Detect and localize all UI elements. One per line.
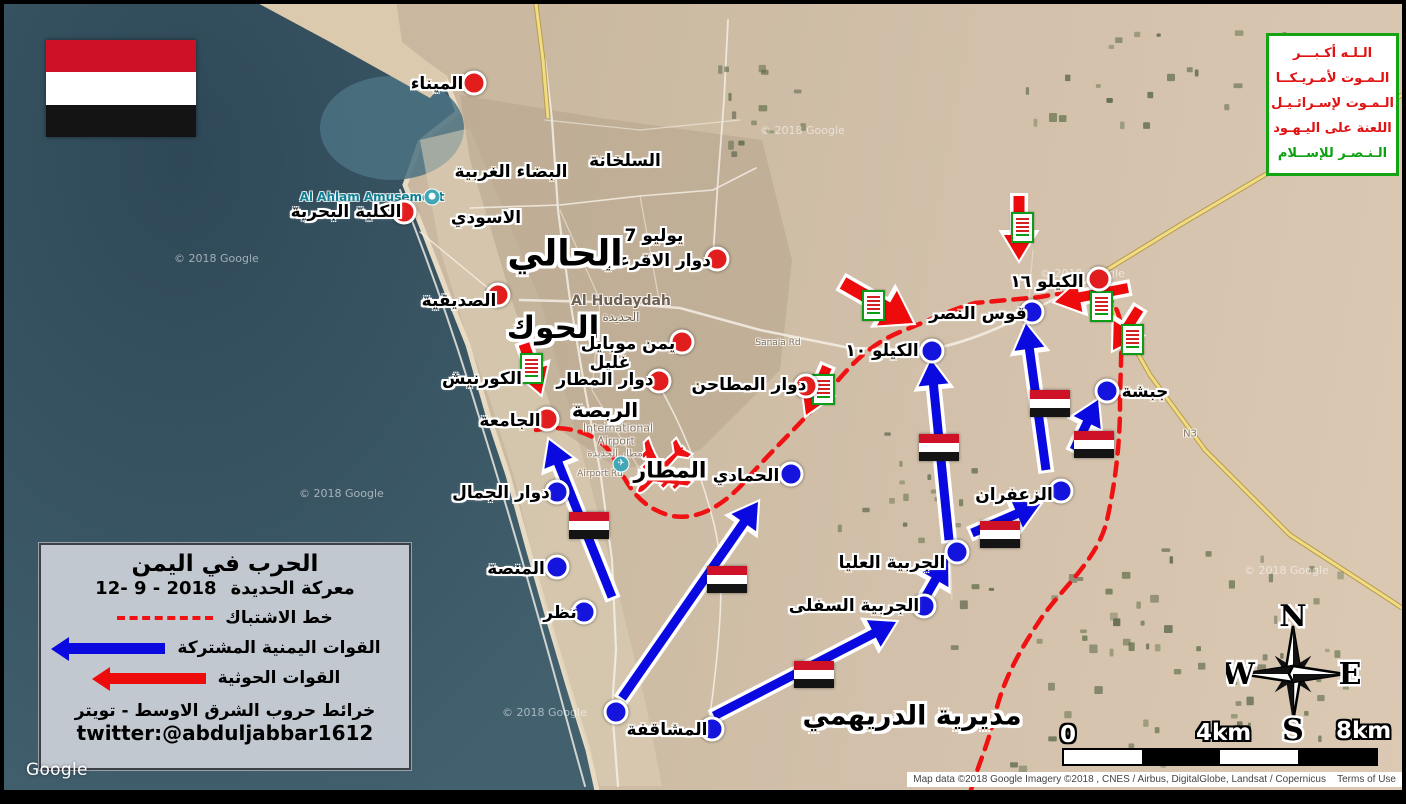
battle-name: معركة الحديدة bbox=[230, 578, 355, 599]
slogan-line: الـلـه أكـبـــر bbox=[1292, 46, 1373, 61]
google-logo[interactable]: Google bbox=[26, 760, 88, 780]
legend-item-houthi-forces: القوات الحوثية bbox=[41, 666, 409, 691]
legend-item-clash-line: خط الاشتباك bbox=[41, 607, 409, 629]
scale-8km: 8km bbox=[1336, 718, 1392, 744]
scale-zero: 0 bbox=[1060, 722, 1077, 748]
slogan-line: الـمـوت لأمـريـكــا bbox=[1275, 71, 1390, 86]
twitter-handle: twitter:@abduljabbar1612 bbox=[76, 721, 374, 745]
scale-4km: 4km bbox=[1196, 720, 1252, 746]
compass-n: N bbox=[1279, 604, 1306, 634]
battle-date: 12- 9 - 2018 bbox=[95, 578, 217, 599]
yemen-flag bbox=[46, 40, 196, 137]
roads bbox=[399, 19, 1094, 788]
legend-credit: خرائط حروب الشرق الاوسط - تويتر bbox=[74, 701, 376, 721]
terms-of-use-link[interactable]: Terms of Use bbox=[1331, 772, 1402, 787]
sandbar bbox=[259, 4, 448, 98]
slogan-line: الـمـوت لإسـرائـيـل bbox=[1271, 96, 1394, 111]
legend-title: الحرب في اليمن bbox=[131, 551, 319, 577]
compass-rose: N S W E bbox=[1226, 604, 1361, 744]
slogan-line: الـنـصـر للإســلام bbox=[1277, 146, 1388, 161]
red-arrow-symbol bbox=[91, 666, 206, 691]
compass-e: E bbox=[1339, 657, 1361, 692]
legend-label: القوات اليمنية المشتركة bbox=[177, 638, 381, 658]
legend-box: الحرب في اليمن 12- 9 - 2018 معركة الحديد… bbox=[38, 542, 412, 771]
slogan-box: الـلـه أكـبـــر الـمـوت لأمـريـكــا الـمـو… bbox=[1266, 33, 1399, 176]
red-dash-symbol bbox=[117, 616, 214, 620]
legend-item-joint-forces: القوات اليمنية المشتركة bbox=[41, 636, 409, 661]
compass-s: S bbox=[1282, 713, 1304, 744]
scale-bar bbox=[1062, 748, 1378, 766]
legend-label: خط الاشتباك bbox=[225, 608, 333, 628]
compass-w: W bbox=[1226, 657, 1256, 692]
legend-label: القوات الحوثية bbox=[217, 668, 341, 688]
map-attribution: Map data ©2018 Google Imagery ©2018 , CN… bbox=[907, 772, 1332, 787]
slogan-line: اللعنة على اليـهـود bbox=[1273, 121, 1392, 136]
blue-arrow-symbol bbox=[51, 636, 166, 661]
satellite-map[interactable]: ✈ © 2018 Google © 2018 Google © 2018 Googl… bbox=[4, 4, 1402, 790]
